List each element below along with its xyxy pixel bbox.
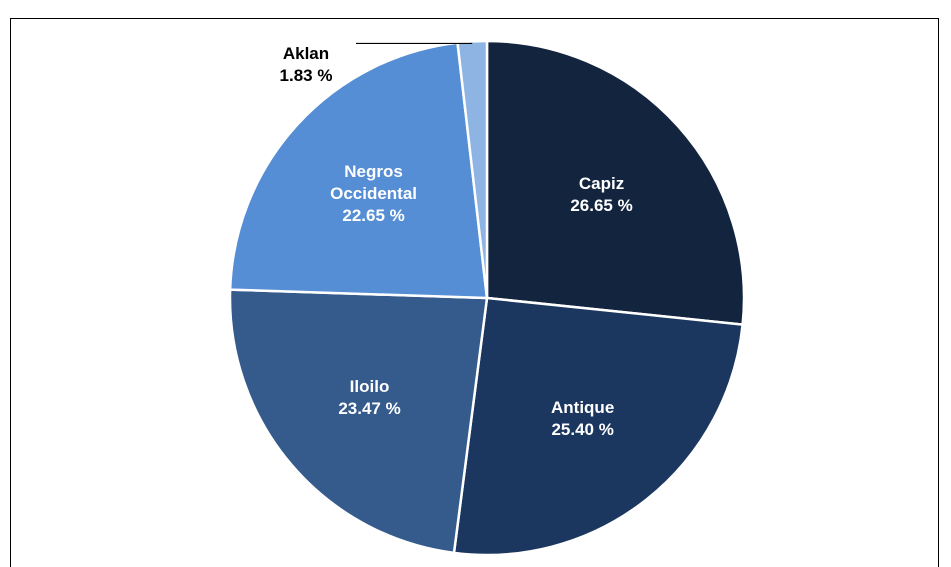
pie-slice [228, 288, 489, 555]
value-label: 1.83 % [279, 66, 333, 86]
pie-slice [228, 41, 489, 300]
slice-label: Aklan 1.83 % [266, 43, 346, 87]
slice-label: Capiz 26.65 % [537, 173, 667, 217]
value-label: 22.65 % [342, 205, 405, 225]
value-label: 25.40 % [551, 419, 614, 439]
slice-label: Iloilo 23.47 % [305, 376, 435, 420]
pie-slice [452, 296, 744, 557]
value-label: 26.65 % [570, 195, 633, 215]
value-label: 23.47 % [338, 398, 401, 418]
category-label: Capiz [578, 173, 625, 193]
category-label: Negros Occidental [330, 161, 418, 203]
slice-label: Antique 25.40 % [518, 397, 648, 441]
category-label: Aklan [282, 44, 330, 64]
pie-slice [456, 39, 489, 299]
category-label: Antique [551, 397, 615, 417]
pie-slice [485, 39, 746, 326]
slice-label: Negros Occidental 22.65 % [309, 161, 439, 227]
chart-frame [10, 18, 939, 567]
category-label: Iloilo [349, 376, 390, 396]
